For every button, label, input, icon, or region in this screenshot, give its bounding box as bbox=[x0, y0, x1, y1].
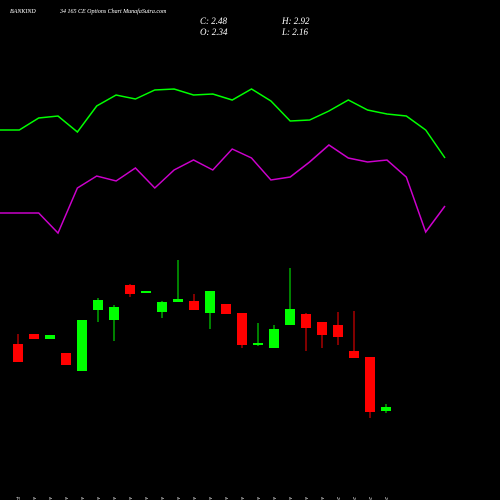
info-low: L: 2.16 bbox=[281, 27, 309, 37]
candle-body bbox=[381, 407, 391, 411]
candle-body bbox=[365, 357, 375, 412]
x-tick-label: 25 Nov bbox=[272, 497, 278, 500]
candle-body bbox=[93, 300, 103, 310]
x-tick-label: 02 Dec bbox=[352, 497, 358, 500]
candle-body bbox=[109, 307, 119, 320]
info-open: O: 2.34 bbox=[200, 27, 228, 37]
x-tick-label: 13 Nov bbox=[144, 497, 150, 500]
candle-body bbox=[77, 320, 87, 371]
x-tick-label: 20 Nov bbox=[224, 497, 230, 500]
candle-body bbox=[221, 304, 231, 314]
candle-body bbox=[269, 329, 279, 348]
candle-body bbox=[61, 353, 71, 365]
x-tick-label: 07 Nov bbox=[80, 497, 86, 500]
x-tick-label: 04 Nov bbox=[47, 497, 54, 500]
x-tick-label: 18 Nov bbox=[192, 497, 198, 500]
x-tick-label: 21 Nov bbox=[240, 497, 246, 500]
candle-body bbox=[301, 314, 311, 328]
candle-body bbox=[173, 299, 183, 302]
candle-body bbox=[253, 343, 263, 345]
x-tick-label: 06 Nov bbox=[64, 497, 70, 500]
x-tick-label: 26 Nov bbox=[288, 497, 294, 500]
indicator-line bbox=[0, 144, 446, 235]
x-tick-label: 03 Dec bbox=[368, 497, 374, 500]
x-tick-label: 14 Nov bbox=[159, 497, 166, 500]
candle-body bbox=[29, 334, 39, 339]
info-close: C: 2.48 bbox=[200, 16, 228, 26]
x-tick-label: 12 Nov bbox=[128, 497, 134, 500]
candle-body bbox=[317, 322, 327, 335]
x-tick-label: 19 Nov bbox=[208, 497, 214, 500]
candle-body bbox=[13, 344, 23, 362]
x-tick-label: 01 Dec bbox=[336, 497, 342, 500]
x-tick-label: 10 Nov bbox=[96, 497, 102, 500]
x-tick-label: 03 Nov bbox=[32, 497, 38, 500]
chart-subtitle: 34 165 CE Options Chart MunafaSutra.com bbox=[59, 8, 167, 15]
chart-title: BANKIND bbox=[10, 9, 36, 15]
candle-body bbox=[205, 291, 215, 313]
x-tick-label: 24 Nov bbox=[255, 497, 262, 500]
x-tick-label: 11 Nov bbox=[112, 497, 118, 500]
candle-body bbox=[349, 351, 359, 358]
candle-body bbox=[45, 335, 55, 339]
candle-body bbox=[285, 309, 295, 325]
x-tick-label: 27 Nov bbox=[304, 497, 310, 500]
x-tick-label: 31 Oct bbox=[16, 497, 22, 500]
candle-body bbox=[125, 285, 135, 294]
info-high: H: 2.92 bbox=[281, 16, 310, 26]
candle-body bbox=[141, 291, 151, 293]
x-tick-label: 17 Nov bbox=[176, 497, 182, 500]
x-tick-label: 28 Nov bbox=[320, 497, 326, 500]
x-tick-label: 04 Dec bbox=[383, 497, 390, 500]
candle-body bbox=[189, 301, 199, 310]
indicator-line bbox=[0, 88, 446, 159]
candle-body bbox=[237, 313, 247, 345]
candle-body bbox=[157, 302, 167, 312]
candle-body bbox=[333, 325, 343, 337]
